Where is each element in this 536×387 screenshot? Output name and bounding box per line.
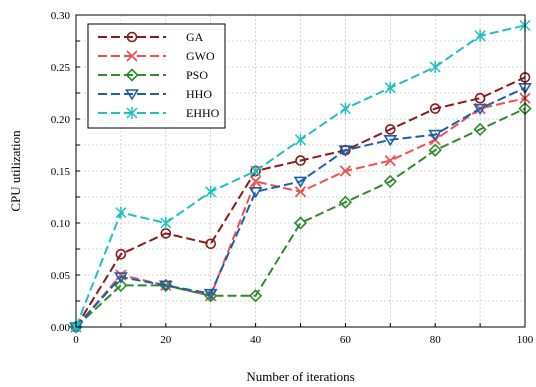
- legend-marker-gwo: [126, 50, 138, 62]
- data-point-gwo: [294, 186, 307, 198]
- data-point-ehho: [205, 185, 217, 198]
- data-point-gwo: [249, 175, 262, 188]
- data-point-ehho: [384, 81, 396, 94]
- y-tick-label: 0.10: [51, 218, 71, 230]
- data-point-ehho: [474, 29, 486, 42]
- legend-item-gwo: GWO: [98, 49, 215, 63]
- x-tick-label: 40: [250, 334, 262, 346]
- y-tick-label: 0.00: [51, 322, 71, 334]
- data-point-ga: [474, 92, 486, 104]
- y-axis-ticks: 0.00 0.05 0.10 0.15 0.20 0.25 0.30: [51, 10, 80, 334]
- legend-marker-ga: [126, 31, 138, 43]
- legend-item-ga: GA: [98, 30, 204, 44]
- y-tick-label: 0.25: [51, 62, 71, 74]
- data-point-pso: [293, 216, 308, 230]
- data-point-hho: [248, 187, 263, 199]
- data-point-gwo: [384, 154, 396, 167]
- legend-marker-hho: [125, 89, 139, 101]
- data-point-ehho: [250, 165, 262, 177]
- y-tick-label: 0.20: [51, 114, 71, 126]
- legend: GA GWO PSO HHO EHHO: [87, 23, 226, 129]
- data-point-ehho: [429, 61, 441, 73]
- x-tick-label: 80: [430, 334, 442, 346]
- x-axis-label: Number of iterations: [246, 369, 354, 384]
- data-point-pso: [248, 289, 263, 303]
- data-point-ehho: [160, 217, 172, 229]
- data-point-pso: [114, 278, 128, 293]
- data-point-ehho: [339, 102, 351, 115]
- data-point-hho: [158, 280, 173, 292]
- data-point-hho: [338, 145, 353, 157]
- y-tick-label: 0.05: [51, 270, 71, 282]
- series-hho: [69, 83, 532, 334]
- legend-item-pso: PSO: [98, 68, 208, 82]
- data-point-hho: [383, 135, 398, 147]
- series-line-hho: [75, 86, 526, 328]
- legend-label-gwo: GWO: [186, 49, 215, 63]
- legend-marker-ehho: [126, 107, 138, 119]
- x-tick-label: 0: [73, 334, 79, 346]
- data-point-ga: [429, 103, 441, 114]
- data-point-hho: [428, 129, 443, 142]
- data-point-ga: [205, 238, 216, 250]
- legend-item-hho: HHO: [98, 87, 212, 101]
- data-point-hho: [293, 176, 308, 188]
- data-point-pso: [338, 195, 353, 209]
- legend-item-ehho: EHHO: [98, 106, 220, 120]
- data-point-ga: [384, 124, 396, 135]
- series-ehho: [70, 19, 531, 333]
- series-lines: [69, 19, 532, 334]
- data-point-ga: [115, 248, 127, 260]
- data-point-hho: [473, 103, 488, 116]
- y-tick-label: 0.30: [51, 10, 71, 22]
- series-line-ga: [75, 76, 526, 328]
- x-tick-label: 60: [340, 334, 352, 346]
- data-point-hho: [203, 288, 218, 301]
- data-point-pso: [473, 122, 487, 137]
- legend-label-ehho: EHHO: [186, 106, 220, 120]
- legend-label-pso: PSO: [186, 68, 208, 82]
- legend-label-ga: GA: [186, 30, 204, 44]
- y-axis-label: CPU utilization: [8, 130, 23, 212]
- x-tick-label: 100: [517, 334, 534, 346]
- data-point-ga: [295, 155, 306, 166]
- data-point-pso: [383, 174, 397, 189]
- data-point-ehho: [115, 206, 127, 219]
- data-point-hho: [113, 272, 128, 284]
- legend-label-hho: HHO: [186, 87, 212, 101]
- data-point-gwo: [339, 165, 352, 177]
- x-axis-ticks: 0 20 40 60 80 100: [73, 323, 534, 346]
- y-tick-label: 0.15: [51, 166, 71, 178]
- x-tick-label: 20: [160, 334, 172, 346]
- data-point-ehho: [294, 133, 307, 146]
- series-line-pso: [75, 107, 526, 328]
- legend-marker-pso: [125, 68, 139, 82]
- data-point-pso: [428, 143, 442, 157]
